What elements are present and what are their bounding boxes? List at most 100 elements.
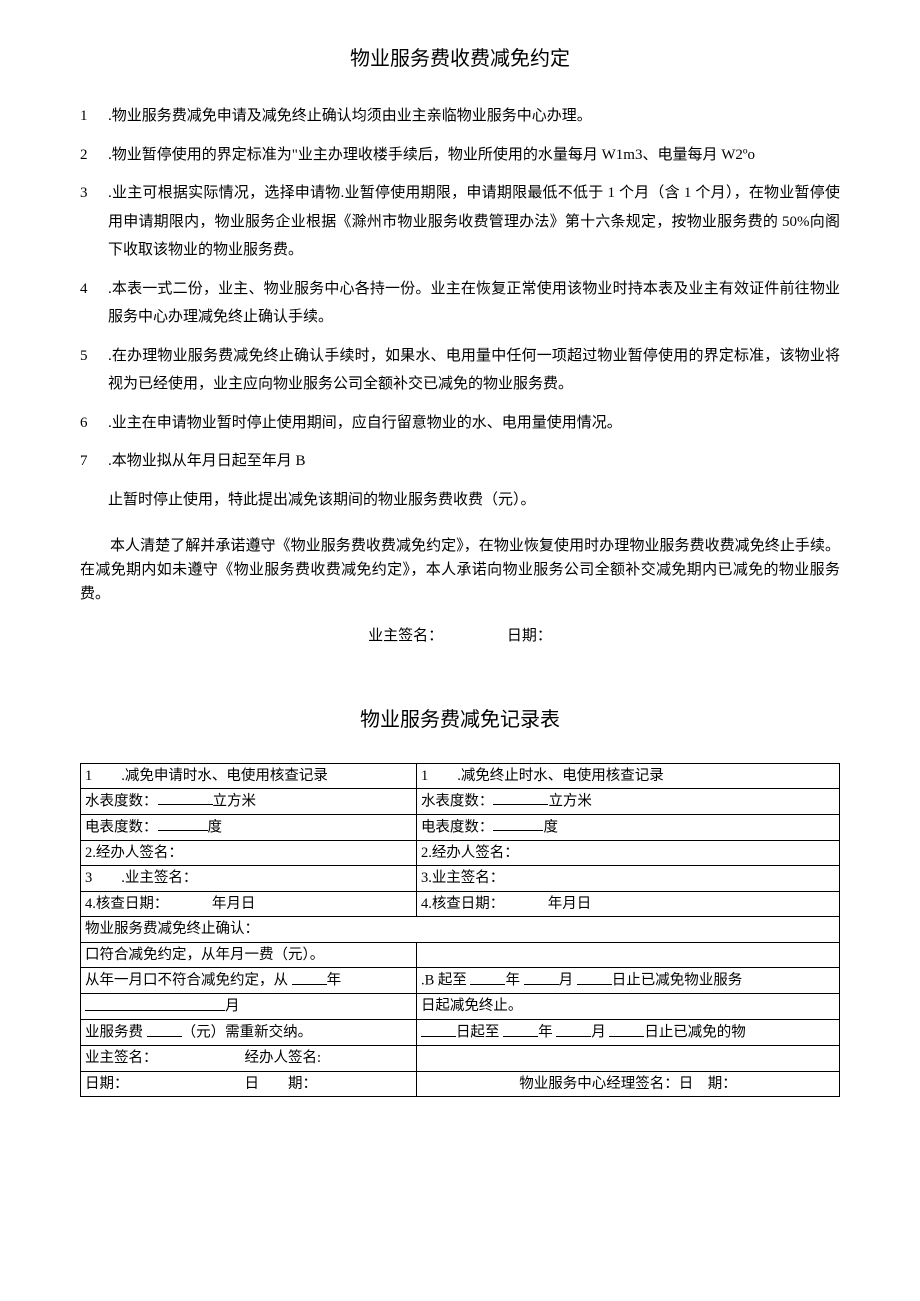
label: 水表度数： (421, 793, 494, 809)
underline (470, 969, 505, 985)
cell-elec-right: 电表度数： 度 (416, 814, 839, 840)
cell-conform-right (416, 942, 839, 967)
page-title: 物业服务费收费减免约定 (80, 40, 840, 78)
unit: 度 (543, 819, 558, 835)
underline (493, 816, 543, 832)
clause-text: .本表一式二份，业主、物业服务中心各持一份。业主在恢复正常使用该物业时持本表及业… (108, 275, 840, 332)
cell-checkdate-left: 4.核查日期： 年月日 (81, 891, 417, 916)
clause-text: .业主在申请物业暂时停止使用期间，应自行留意物业的水、电用量使用情况。 (108, 409, 840, 438)
label: 水表度数： (85, 793, 158, 809)
label: 电表度数： (421, 819, 494, 835)
text: 月 (591, 1025, 609, 1041)
table-row: 日期： 日 期： 物业服务中心经理签名：日 期： (81, 1071, 840, 1096)
text: 年 (538, 1025, 556, 1041)
underline (556, 1021, 591, 1037)
cell-month-left: 月 (81, 994, 417, 1020)
underline (292, 969, 327, 985)
cell-date-right: 物业服务中心经理签名：日 期： (416, 1071, 839, 1096)
underline (577, 969, 612, 985)
unit: 立方米 (213, 793, 257, 809)
clause-num: 7 (80, 447, 108, 476)
clause-text: .本物业拟从年月日起至年月 B (108, 447, 840, 476)
table-row: 月 日起减免终止。 (81, 994, 840, 1020)
clause-item: 7.本物业拟从年月日起至年月 B (80, 447, 840, 476)
declaration-paragraph: 本人清楚了解并承诺遵守《物业服务费收费减免约定》，在物业恢复使用时办理物业服务费… (80, 534, 840, 606)
unit: 立方米 (548, 793, 592, 809)
clause-item: 6.业主在申请物业暂时停止使用期间，应自行留意物业的水、电用量使用情况。 (80, 409, 840, 438)
underline (524, 969, 559, 985)
clause-num: 4 (80, 275, 108, 332)
owner-signature-label: 业主签名： (368, 622, 443, 651)
clause-num: 2 (80, 141, 108, 170)
underline (421, 1021, 456, 1037)
clause-item: 3.业主可根据实际情况，选择申请物.业暂停使用期限，申请期限最低不低于 1 个月… (80, 179, 840, 265)
clause-item: 4.本表一式二份，业主、物业服务中心各持一份。业主在恢复正常使用该物业时持本表及… (80, 275, 840, 332)
cell-repay-left: 业服务费 （元）需重新交纳。 (81, 1020, 417, 1046)
clause-item: 5.在办理物业服务费减免终止确认手续时，如果水、电用量中任何一项超过物业暂停使用… (80, 342, 840, 399)
cell-owner-right: 3.业主签名： (416, 866, 839, 891)
cell-notconform-right: .B 起至 年 月 日止已减免物业服务 (416, 968, 839, 994)
clause-num: 5 (80, 342, 108, 399)
table-row: 从年一月口不符合减免约定，从 年 .B 起至 年 月 日止已减免物业服务 (81, 968, 840, 994)
table-row: 业主签名： 经办人签名: (81, 1046, 840, 1071)
clause-text: .业主可根据实际情况，选择申请物.业暂停使用期限，申请期限最低不低于 1 个月（… (108, 179, 840, 265)
clause-num: 6 (80, 409, 108, 438)
text: 业服务费 (85, 1025, 147, 1041)
date-label: 日期： (507, 622, 552, 651)
clause-item: 2.物业暂停使用的界定标准为"业主办理收楼手续后，物业所使用的水量每月 W1m3… (80, 141, 840, 170)
clause-item: 1.物业服务费减免申请及减免终止确认均须由业主亲临物业服务中心办理。 (80, 102, 840, 131)
text: （元）需重新交纳。 (182, 1025, 313, 1041)
text: 日止已减免的物 (644, 1025, 746, 1041)
clause-text: .在办理物业服务费减免终止确认手续时，如果水、电用量中任何一项超过物业暂停使用的… (108, 342, 840, 399)
cell-checkdate-right: 4.核查日期： 年月日 (416, 891, 839, 916)
cell-date-left: 日期： 日 期： (81, 1071, 417, 1096)
text: 日止已减免物业服务 (612, 973, 743, 989)
cell-owner-left: 3 .业主签名： (81, 866, 417, 891)
table-row: 水表度数： 立方米 水表度数： 立方米 (81, 788, 840, 814)
table-row: 4.核查日期： 年月日 4.核查日期： 年月日 (81, 891, 840, 916)
clause-list: 1.物业服务费减免申请及减免终止确认均须由业主亲临物业服务中心办理。 2.物业暂… (80, 102, 840, 514)
text: 月 (225, 999, 240, 1015)
table-row: 1 .减免申请时水、电使用核查记录 1 .减免终止时水、电使用核查记录 (81, 763, 840, 788)
underline (158, 816, 208, 832)
text: .B 起至 (421, 973, 471, 989)
underline (158, 790, 213, 806)
underline (503, 1021, 538, 1037)
text: 年 (327, 973, 342, 989)
cell-sig-left: 业主签名： 经办人签名: (81, 1046, 417, 1071)
signature-line: 业主签名： 日期： (80, 622, 840, 651)
text: 月 (559, 973, 577, 989)
underline (493, 790, 548, 806)
cell-repay-right: 日起至 年 月 日止已减免的物 (416, 1020, 839, 1046)
clause-text: .物业服务费减免申请及减免终止确认均须由业主亲临物业服务中心办理。 (108, 102, 840, 131)
unit: 度 (208, 819, 223, 835)
cell-water-left: 水表度数： 立方米 (81, 788, 417, 814)
table-row: 物业服务费减免终止确认： (81, 917, 840, 942)
underline (147, 1021, 182, 1037)
clause-text: .物业暂停使用的界定标准为"业主办理收楼手续后，物业所使用的水量每月 W1m3、… (108, 141, 840, 170)
text: 从年一月口不符合减免约定，从 (85, 973, 292, 989)
table-row: 业服务费 （元）需重新交纳。 日起至 年 月 日止已减免的物 (81, 1020, 840, 1046)
table-row: 2.经办人签名： 2.经办人签名： (81, 840, 840, 865)
table-row: 电表度数： 度 电表度数： 度 (81, 814, 840, 840)
underline (609, 1021, 644, 1037)
cell-sig-right (416, 1046, 839, 1071)
record-table: 1 .减免申请时水、电使用核查记录 1 .减免终止时水、电使用核查记录 水表度数… (80, 763, 840, 1098)
cell-handler-left: 2.经办人签名： (81, 840, 417, 865)
clause-num: 3 (80, 179, 108, 265)
underline (85, 995, 225, 1011)
cell-conform-left: 口符合减免约定，从年月一费（元）。 (81, 942, 417, 967)
cell-elec-left: 电表度数： 度 (81, 814, 417, 840)
cell-water-right: 水表度数： 立方米 (416, 788, 839, 814)
text: 年 (505, 973, 523, 989)
clause-7-continuation: 止暂时停止使用，特此提出减免该期间的物业服务费收费（元）。 (108, 486, 840, 515)
table-row: 口符合减免约定，从年月一费（元）。 (81, 942, 840, 967)
cell-notconform-left: 从年一月口不符合减免约定，从 年 (81, 968, 417, 994)
table-row: 3 .业主签名： 3.业主签名： (81, 866, 840, 891)
cell-terminate-confirm: 物业服务费减免终止确认： (81, 917, 840, 942)
label: 电表度数： (85, 819, 158, 835)
cell-month-right: 日起减免终止。 (416, 994, 839, 1020)
cell-terminate-header: 1 .减免终止时水、电使用核查记录 (416, 763, 839, 788)
clause-num: 1 (80, 102, 108, 131)
cell-apply-header: 1 .减免申请时水、电使用核查记录 (81, 763, 417, 788)
